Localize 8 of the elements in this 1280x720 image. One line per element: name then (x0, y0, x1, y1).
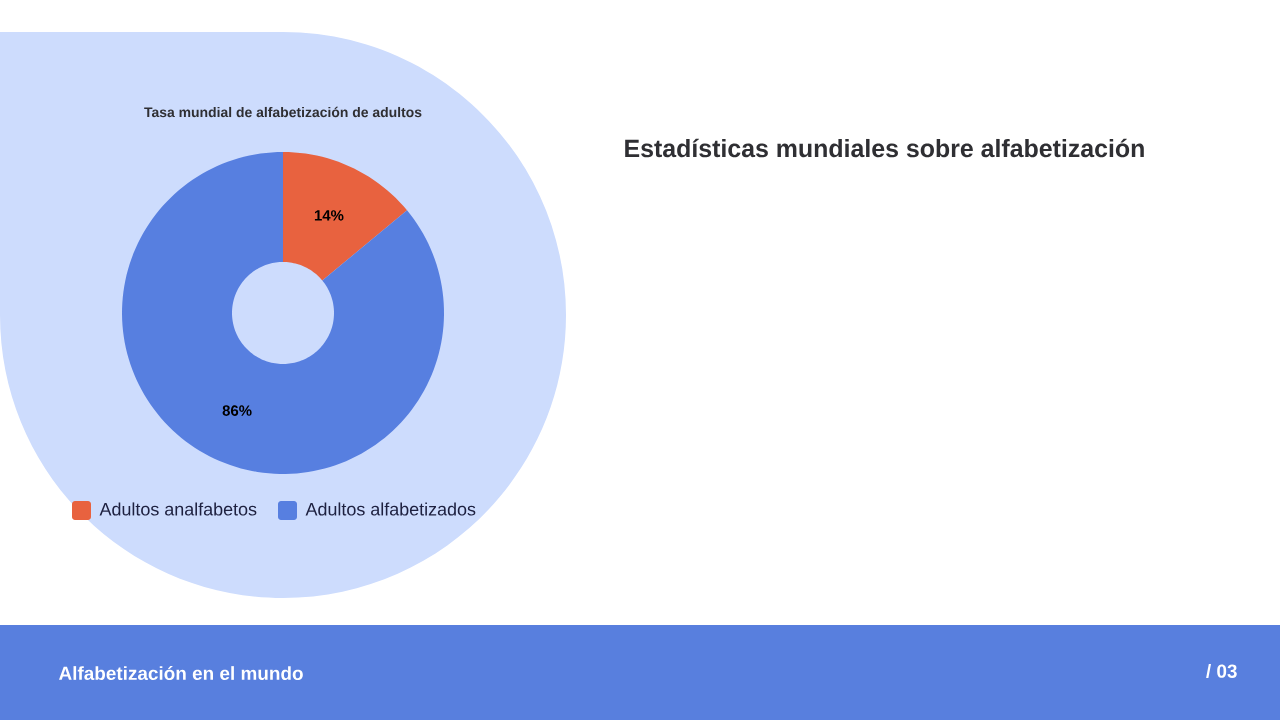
chart-title: Tasa mundial de alfabetización de adultos (144, 106, 422, 118)
legend-label: Adultos analfabetos (99, 502, 257, 516)
text: / 03 (1206, 663, 1237, 679)
legend-label: Adultos alfabetizados (305, 502, 476, 516)
text: Alfabetización en el mundo (58, 665, 303, 681)
data-label: 86% (222, 405, 252, 416)
data-label: 14% (314, 210, 344, 221)
text: Estadísticas mundiales sobre alfabetización (625, 138, 1144, 158)
